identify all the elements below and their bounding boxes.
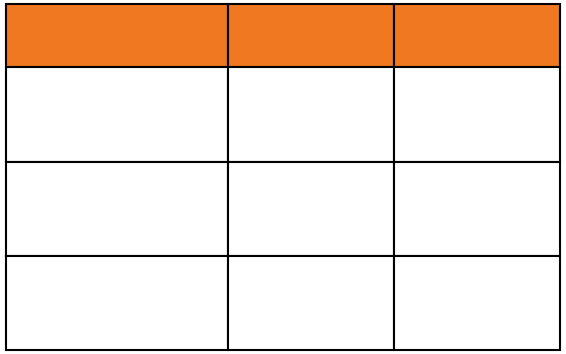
Text: Edge Aware: Edge Aware <box>39 200 150 218</box>
Text: Variable Number of Gradients: Variable Number of Gradients <box>39 294 318 312</box>
Text: Algorithm:: Algorithm: <box>58 26 175 45</box>
Text: Result on 2D
barcode:: Result on 2D barcode: <box>407 15 547 56</box>
Text: Bilinear: Bilinear <box>39 105 111 124</box>
Text: Result on 1D
barcode:: Result on 1D barcode: <box>241 15 381 56</box>
